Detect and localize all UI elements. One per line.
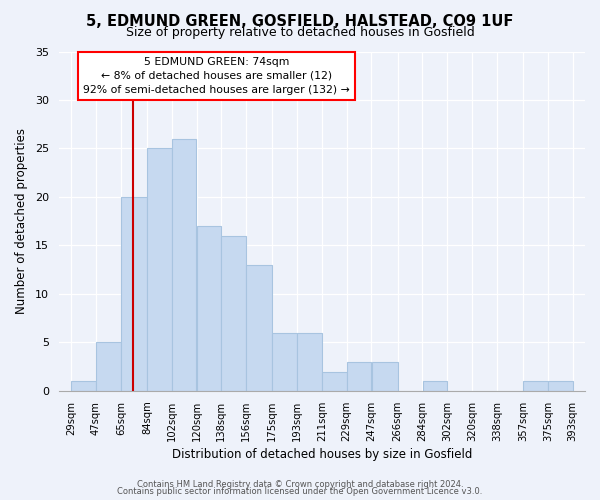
Bar xyxy=(172,139,196,391)
Bar xyxy=(96,342,121,391)
Bar xyxy=(272,333,297,391)
Bar xyxy=(422,382,447,391)
Bar xyxy=(371,362,398,391)
Bar xyxy=(322,372,347,391)
Bar xyxy=(71,382,96,391)
Text: 5 EDMUND GREEN: 74sqm
← 8% of detached houses are smaller (12)
92% of semi-detac: 5 EDMUND GREEN: 74sqm ← 8% of detached h… xyxy=(83,56,350,96)
Text: Size of property relative to detached houses in Gosfield: Size of property relative to detached ho… xyxy=(125,26,475,39)
Bar xyxy=(523,382,548,391)
Bar xyxy=(297,333,322,391)
X-axis label: Distribution of detached houses by size in Gosfield: Distribution of detached houses by size … xyxy=(172,448,472,461)
Bar xyxy=(121,197,147,391)
Bar xyxy=(197,226,221,391)
Bar xyxy=(246,265,272,391)
Bar xyxy=(147,148,172,391)
Bar xyxy=(347,362,371,391)
Bar xyxy=(221,236,246,391)
Bar xyxy=(548,382,572,391)
Text: Contains public sector information licensed under the Open Government Licence v3: Contains public sector information licen… xyxy=(118,487,482,496)
Text: Contains HM Land Registry data © Crown copyright and database right 2024.: Contains HM Land Registry data © Crown c… xyxy=(137,480,463,489)
Y-axis label: Number of detached properties: Number of detached properties xyxy=(15,128,28,314)
Text: 5, EDMUND GREEN, GOSFIELD, HALSTEAD, CO9 1UF: 5, EDMUND GREEN, GOSFIELD, HALSTEAD, CO9… xyxy=(86,14,514,29)
